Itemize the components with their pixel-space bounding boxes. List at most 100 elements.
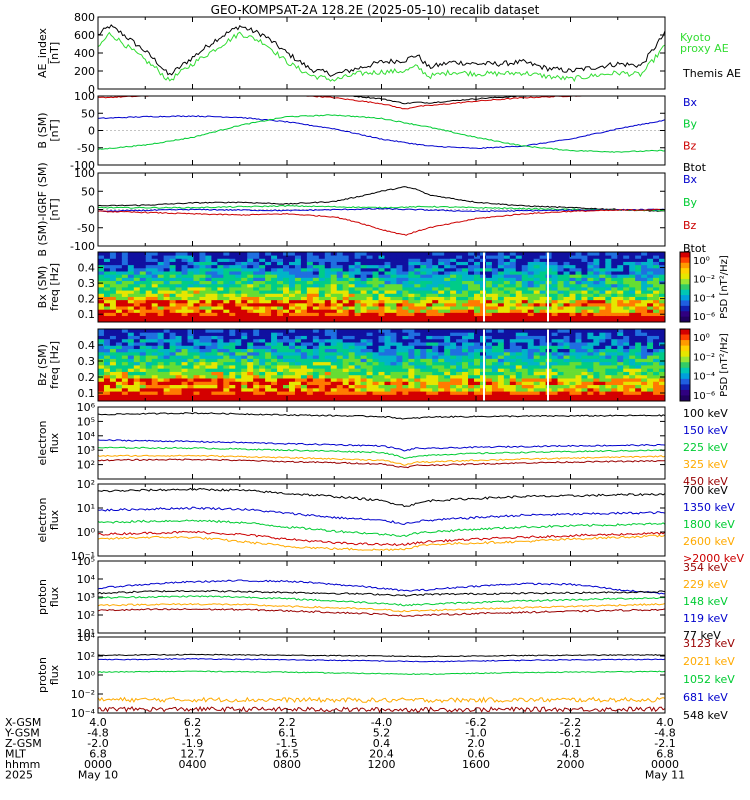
- spectrogram-cell: [474, 264, 481, 269]
- spectrogram-cell: [414, 283, 421, 288]
- spectrogram-cell: [396, 374, 403, 379]
- spectrogram-cell: [312, 391, 320, 395]
- spectrogram-cell: [187, 378, 194, 382]
- spectrogram-cell: [551, 252, 558, 256]
- spectrogram-cell: [265, 255, 272, 259]
- spectrogram-cell: [396, 271, 403, 275]
- spectrogram-cell: [432, 391, 439, 395]
- spectrogram-cell: [378, 345, 385, 350]
- spectrogram-cell: [169, 312, 176, 317]
- spectrogram-cell: [330, 335, 338, 340]
- spectrogram-cell: [438, 368, 445, 372]
- spectrogram-cell: [121, 351, 129, 356]
- spectrogram-cell: [175, 335, 182, 340]
- spectrogram-cell: [629, 329, 636, 333]
- spectrogram-cell: [653, 374, 660, 379]
- spectrogram-cell: [402, 329, 409, 333]
- spectrogram-cell: [456, 361, 463, 366]
- spectrogram-cell: [509, 252, 517, 256]
- spectrogram-cell: [402, 267, 409, 272]
- spectrogram-cell: [599, 318, 606, 323]
- spectrogram-cell: [581, 274, 588, 278]
- spectrogram-cell: [575, 296, 582, 301]
- spectrogram-cell: [253, 348, 260, 353]
- spectrogram-cell: [259, 374, 266, 379]
- spectrogram-cell: [265, 342, 272, 346]
- spectrogram-cell: [163, 271, 171, 275]
- spectrogram-cell: [581, 318, 588, 323]
- spectrogram-cell: [599, 374, 606, 379]
- spectrogram-cell: [175, 306, 182, 310]
- spectrogram-cell: [253, 299, 260, 304]
- spectrogram-cell: [360, 287, 367, 291]
- spectrogram-cell: [312, 387, 320, 392]
- spectrogram-cell: [432, 332, 439, 336]
- spectrogram-cell: [199, 368, 206, 372]
- spectrogram-cell: [115, 368, 123, 372]
- spectrogram-cell: [223, 342, 230, 346]
- spectrogram-cell: [497, 296, 505, 301]
- spectrogram-cell: [647, 309, 654, 313]
- spectrogram-cell: [253, 312, 260, 317]
- spectrogram-cell: [509, 371, 517, 376]
- spectrogram-cell: [641, 361, 648, 366]
- spectrogram-cell: [354, 368, 362, 372]
- spectrogram-cell: [384, 345, 391, 350]
- spectrogram-cell: [157, 368, 165, 372]
- spectrogram-cell: [109, 255, 117, 259]
- spectrogram-cell: [593, 394, 600, 399]
- spectrogram-cell: [641, 309, 648, 313]
- spectrogram-cell: [563, 264, 570, 269]
- spectrogram-cell: [217, 335, 224, 340]
- y-axis-label: [nT]: [48, 42, 61, 64]
- spectrogram-cell: [629, 318, 636, 323]
- spectrogram-cell: [527, 387, 535, 392]
- spectrogram-cell: [450, 381, 457, 386]
- colorbar-swatch: [680, 289, 690, 296]
- spectrogram-cell: [414, 335, 421, 340]
- spectrogram-cell: [306, 335, 314, 340]
- y-tick-label: 50: [81, 107, 95, 120]
- spectrogram-cell: [491, 345, 499, 350]
- spectrogram-cell: [205, 368, 212, 372]
- spectrogram-cell: [127, 381, 135, 386]
- spectrogram-cell: [115, 332, 123, 336]
- spectrogram-cell: [635, 374, 642, 379]
- spectrogram-cell: [181, 338, 188, 343]
- spectrogram-cell: [557, 274, 564, 278]
- x-row-value: 5.2: [373, 727, 391, 740]
- y-tick-label: 600: [74, 29, 95, 42]
- spectrogram-cell: [414, 394, 421, 399]
- spectrogram-cell: [342, 280, 350, 285]
- spectrogram-cell: [348, 312, 356, 317]
- spectrogram-cell: [247, 351, 254, 356]
- spectrogram-cell: [277, 271, 284, 275]
- spectrogram-cell: [450, 387, 457, 392]
- spectrogram-cell: [175, 252, 182, 256]
- spectrogram-cell: [599, 274, 606, 278]
- spectrogram-cell: [103, 318, 111, 323]
- spectrogram-cell: [229, 338, 236, 343]
- spectrogram-cell: [253, 391, 260, 395]
- spectrogram-cell: [241, 358, 248, 363]
- spectrogram-cell: [641, 332, 648, 336]
- spectrogram-cell: [521, 342, 529, 346]
- spectrogram-cell: [617, 345, 624, 350]
- spectrogram-cell: [265, 274, 272, 278]
- spectrogram-cell: [354, 361, 362, 366]
- spectrogram-cell: [635, 365, 642, 369]
- spectrogram-cell: [593, 345, 600, 350]
- spectrogram-cell: [533, 358, 541, 363]
- spectrogram-cell: [187, 312, 194, 317]
- spectrogram-cell: [539, 255, 547, 259]
- spectrogram-cell: [635, 277, 642, 282]
- spectrogram-cell: [521, 397, 529, 402]
- spectrogram-cell: [139, 264, 147, 269]
- spectrogram-cell: [318, 358, 326, 363]
- spectrogram-cell: [229, 371, 236, 376]
- spectrogram-cell: [271, 332, 278, 336]
- spectrogram-cell: [324, 290, 332, 294]
- spectrogram-cell: [414, 348, 421, 353]
- spectrogram-cell: [133, 258, 141, 262]
- spectrogram-cell: [223, 358, 230, 363]
